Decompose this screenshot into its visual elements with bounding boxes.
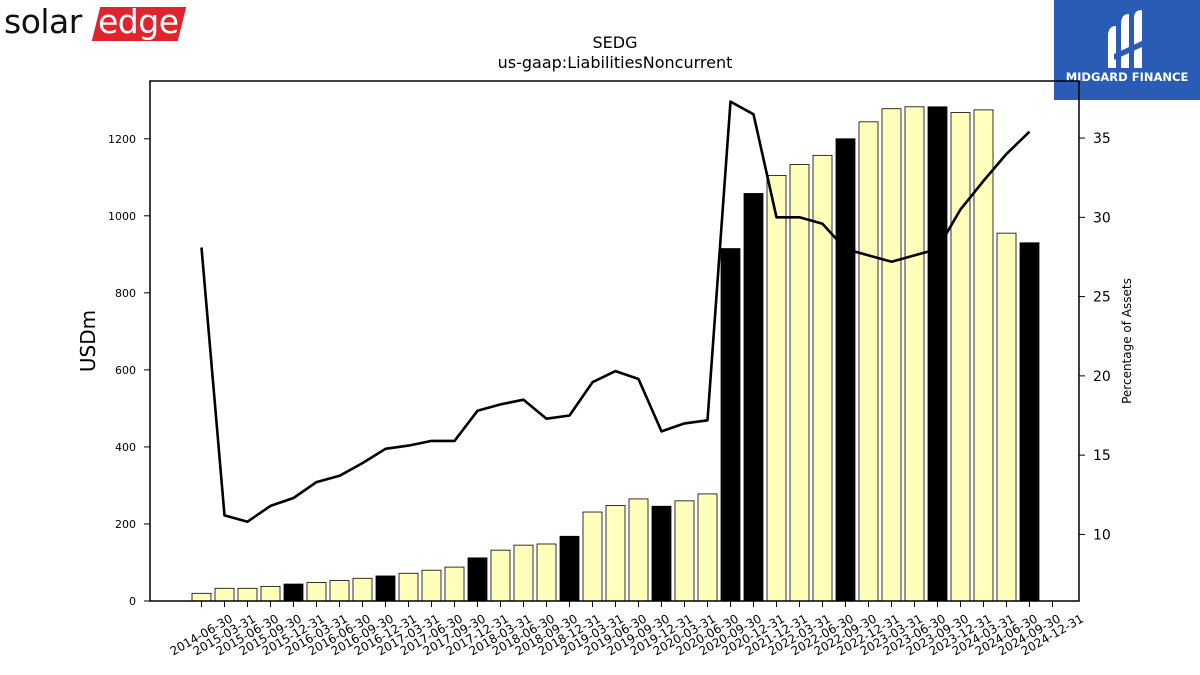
plot-frame [149,80,1080,602]
y-tick-label: 800 [115,287,136,300]
y-tick-label: 200 [115,518,136,531]
bar [996,232,1017,602]
bar [697,493,718,602]
y2-tick-label: 20 [1093,369,1111,385]
bar [214,587,235,602]
y2-tick-label: 30 [1093,210,1111,226]
bar [973,109,994,602]
solaredge-logo-text-edge: edge [98,2,179,41]
bar [490,549,511,602]
bar [467,557,488,602]
y-tick-label: 0 [129,595,136,608]
y2-axis-label: Percentage of Assets [1120,278,1134,404]
midgard-mark-icon [1108,10,1144,68]
x-axis: 2014-06-302015-03-312015-06-302015-09-30… [168,601,1086,658]
bar [352,577,373,602]
bar [582,511,603,602]
bar [835,138,856,602]
solaredge-logo-text-solar: solar [4,2,82,41]
percentage-line [200,100,1031,524]
bar [559,535,580,602]
bar [283,583,304,602]
bars-group [191,106,1040,602]
bar [720,248,741,602]
bar [444,566,465,602]
bar [881,108,902,602]
y2-tick-label: 10 [1093,527,1111,543]
bar [789,164,810,602]
solaredge-logo: solar edge [4,2,194,42]
y-tick-label: 400 [115,441,136,454]
bar [513,544,534,602]
midgard-finance-logo: MIDGARD FINANCE [1054,0,1200,100]
bar [605,505,626,602]
bar [536,543,557,602]
bar [743,193,764,602]
bar [674,500,695,602]
y-axis: 0 200 400 600 800 1000 1200 [108,133,150,608]
bar [191,592,212,602]
bar [260,585,281,602]
bar [628,498,649,602]
bar [329,580,350,602]
y2-axis: 10 15 20 25 30 35 [1079,131,1111,543]
bar [904,106,925,602]
y2-tick-label: 35 [1093,131,1111,147]
bar [651,505,672,602]
y-axis-label: USDm [76,310,100,372]
bar [766,174,787,602]
bar [858,121,879,602]
y2-tick-label: 25 [1093,290,1111,306]
bar [306,582,327,602]
chart-title: SEDG [593,33,638,52]
bar [375,575,396,602]
bar [927,106,948,602]
y-tick-label: 1000 [108,210,136,223]
y2-tick-label: 15 [1093,448,1111,464]
bar [950,112,971,602]
y-tick-label: 1200 [108,133,136,146]
line-group [200,100,1031,524]
bar [237,587,258,602]
bar [1019,242,1040,602]
chart-subtitle: us-gaap:LiabilitiesNoncurrent [498,53,733,72]
bar [398,572,419,602]
midgard-finance-name: MIDGARD FINANCE [1065,70,1189,84]
bar [421,569,442,602]
y-tick-label: 600 [115,364,136,377]
